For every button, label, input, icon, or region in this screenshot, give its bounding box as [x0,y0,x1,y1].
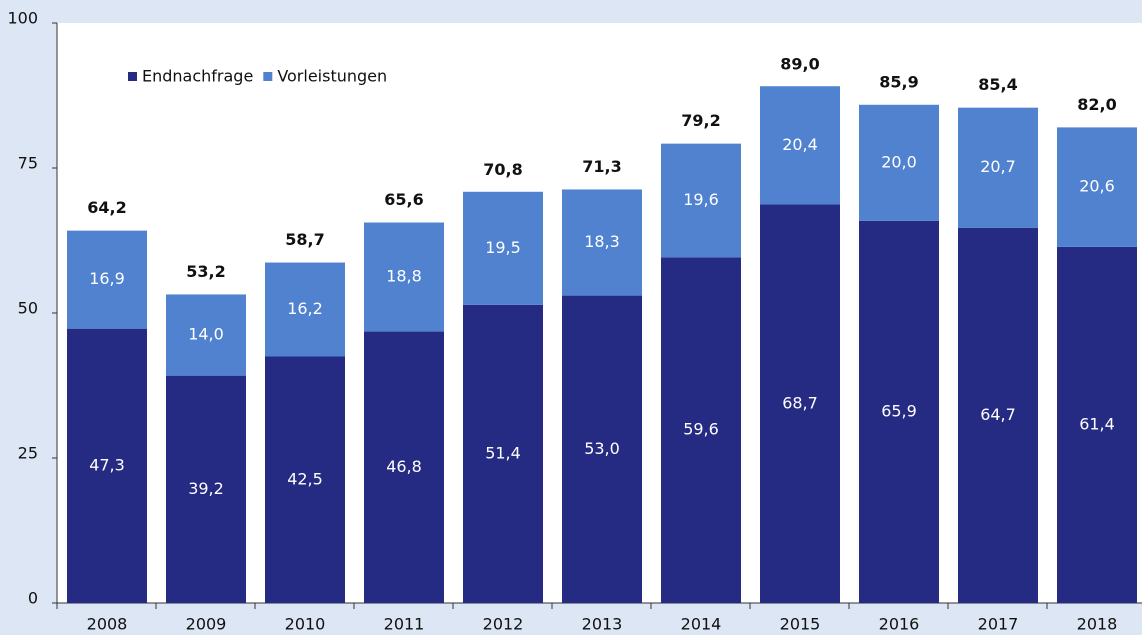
x-tick-label: 2017 [978,615,1019,634]
bar-segment [463,304,543,603]
bar-segment [1057,246,1137,603]
total-label: 65,6 [384,190,423,209]
value-label: 42,5 [287,469,323,488]
bar-segment [166,294,246,376]
legend-label: Vorleistungen [277,67,387,86]
bar-segment [958,227,1038,604]
y-tick-label: 100 [7,9,38,28]
bar-segment [562,295,642,603]
total-label: 64,2 [87,198,126,217]
legend-marker [263,72,273,81]
value-label: 20,7 [980,157,1016,176]
value-label: 65,9 [881,401,917,420]
value-label: 14,0 [188,325,224,344]
total-label: 85,9 [879,72,918,91]
value-label: 51,4 [485,443,521,462]
x-tick-label: 2015 [780,615,821,634]
value-label: 19,6 [683,190,719,209]
value-label: 53,0 [584,439,620,458]
bar-segment [661,143,741,258]
x-tick-label: 2018 [1077,615,1118,634]
bar-segment [760,86,840,205]
total-label: 53,2 [186,262,225,281]
legend-label: Endnachfrage [142,67,253,86]
value-label: 20,0 [881,152,917,171]
value-label: 20,6 [1079,177,1115,196]
value-label: 61,4 [1079,414,1115,433]
y-tick-label: 0 [28,589,38,608]
bar-segment [265,262,345,357]
x-tick-label: 2014 [681,615,722,634]
bar-segment [67,230,147,329]
value-label: 16,9 [89,269,125,288]
bar-segment [661,257,741,603]
x-tick-label: 2011 [384,615,425,634]
bar-segment [1057,127,1137,247]
value-label: 18,3 [584,232,620,251]
x-tick-label: 2008 [87,615,128,634]
bar-segment [265,356,345,603]
x-tick-label: 2016 [879,615,920,634]
bar-segment [859,220,939,603]
bar-segment [67,328,147,603]
bar-segment [859,104,939,221]
x-tick-label: 2009 [186,615,227,634]
bar-segment [958,107,1038,228]
total-label: 82,0 [1077,95,1116,114]
x-tick-label: 2010 [285,615,326,634]
bar-segment [562,189,642,296]
value-label: 39,2 [188,479,224,498]
bar-segment [463,191,543,305]
total-label: 79,2 [681,111,720,130]
value-label: 68,7 [782,393,818,412]
value-label: 18,8 [386,267,422,286]
value-label: 20,4 [782,135,818,154]
bar-segment [166,375,246,603]
total-label: 89,0 [780,54,819,73]
y-tick-label: 75 [18,154,38,173]
bar-segment [760,204,840,604]
bar-segment [364,331,444,603]
value-label: 16,2 [287,299,323,318]
legend-marker [128,72,137,81]
total-label: 85,4 [978,75,1017,94]
y-tick-label: 25 [18,444,38,463]
value-label: 47,3 [89,455,125,474]
total-label: 70,8 [483,160,522,179]
value-label: 46,8 [386,457,422,476]
y-tick-label: 50 [18,299,38,318]
bar-segment [364,222,444,332]
total-label: 71,3 [582,157,621,176]
value-label: 59,6 [683,420,719,439]
value-label: 19,5 [485,238,521,257]
x-tick-label: 2013 [582,615,623,634]
x-tick-label: 2012 [483,615,524,634]
total-label: 58,7 [285,230,324,249]
value-label: 64,7 [980,405,1016,424]
